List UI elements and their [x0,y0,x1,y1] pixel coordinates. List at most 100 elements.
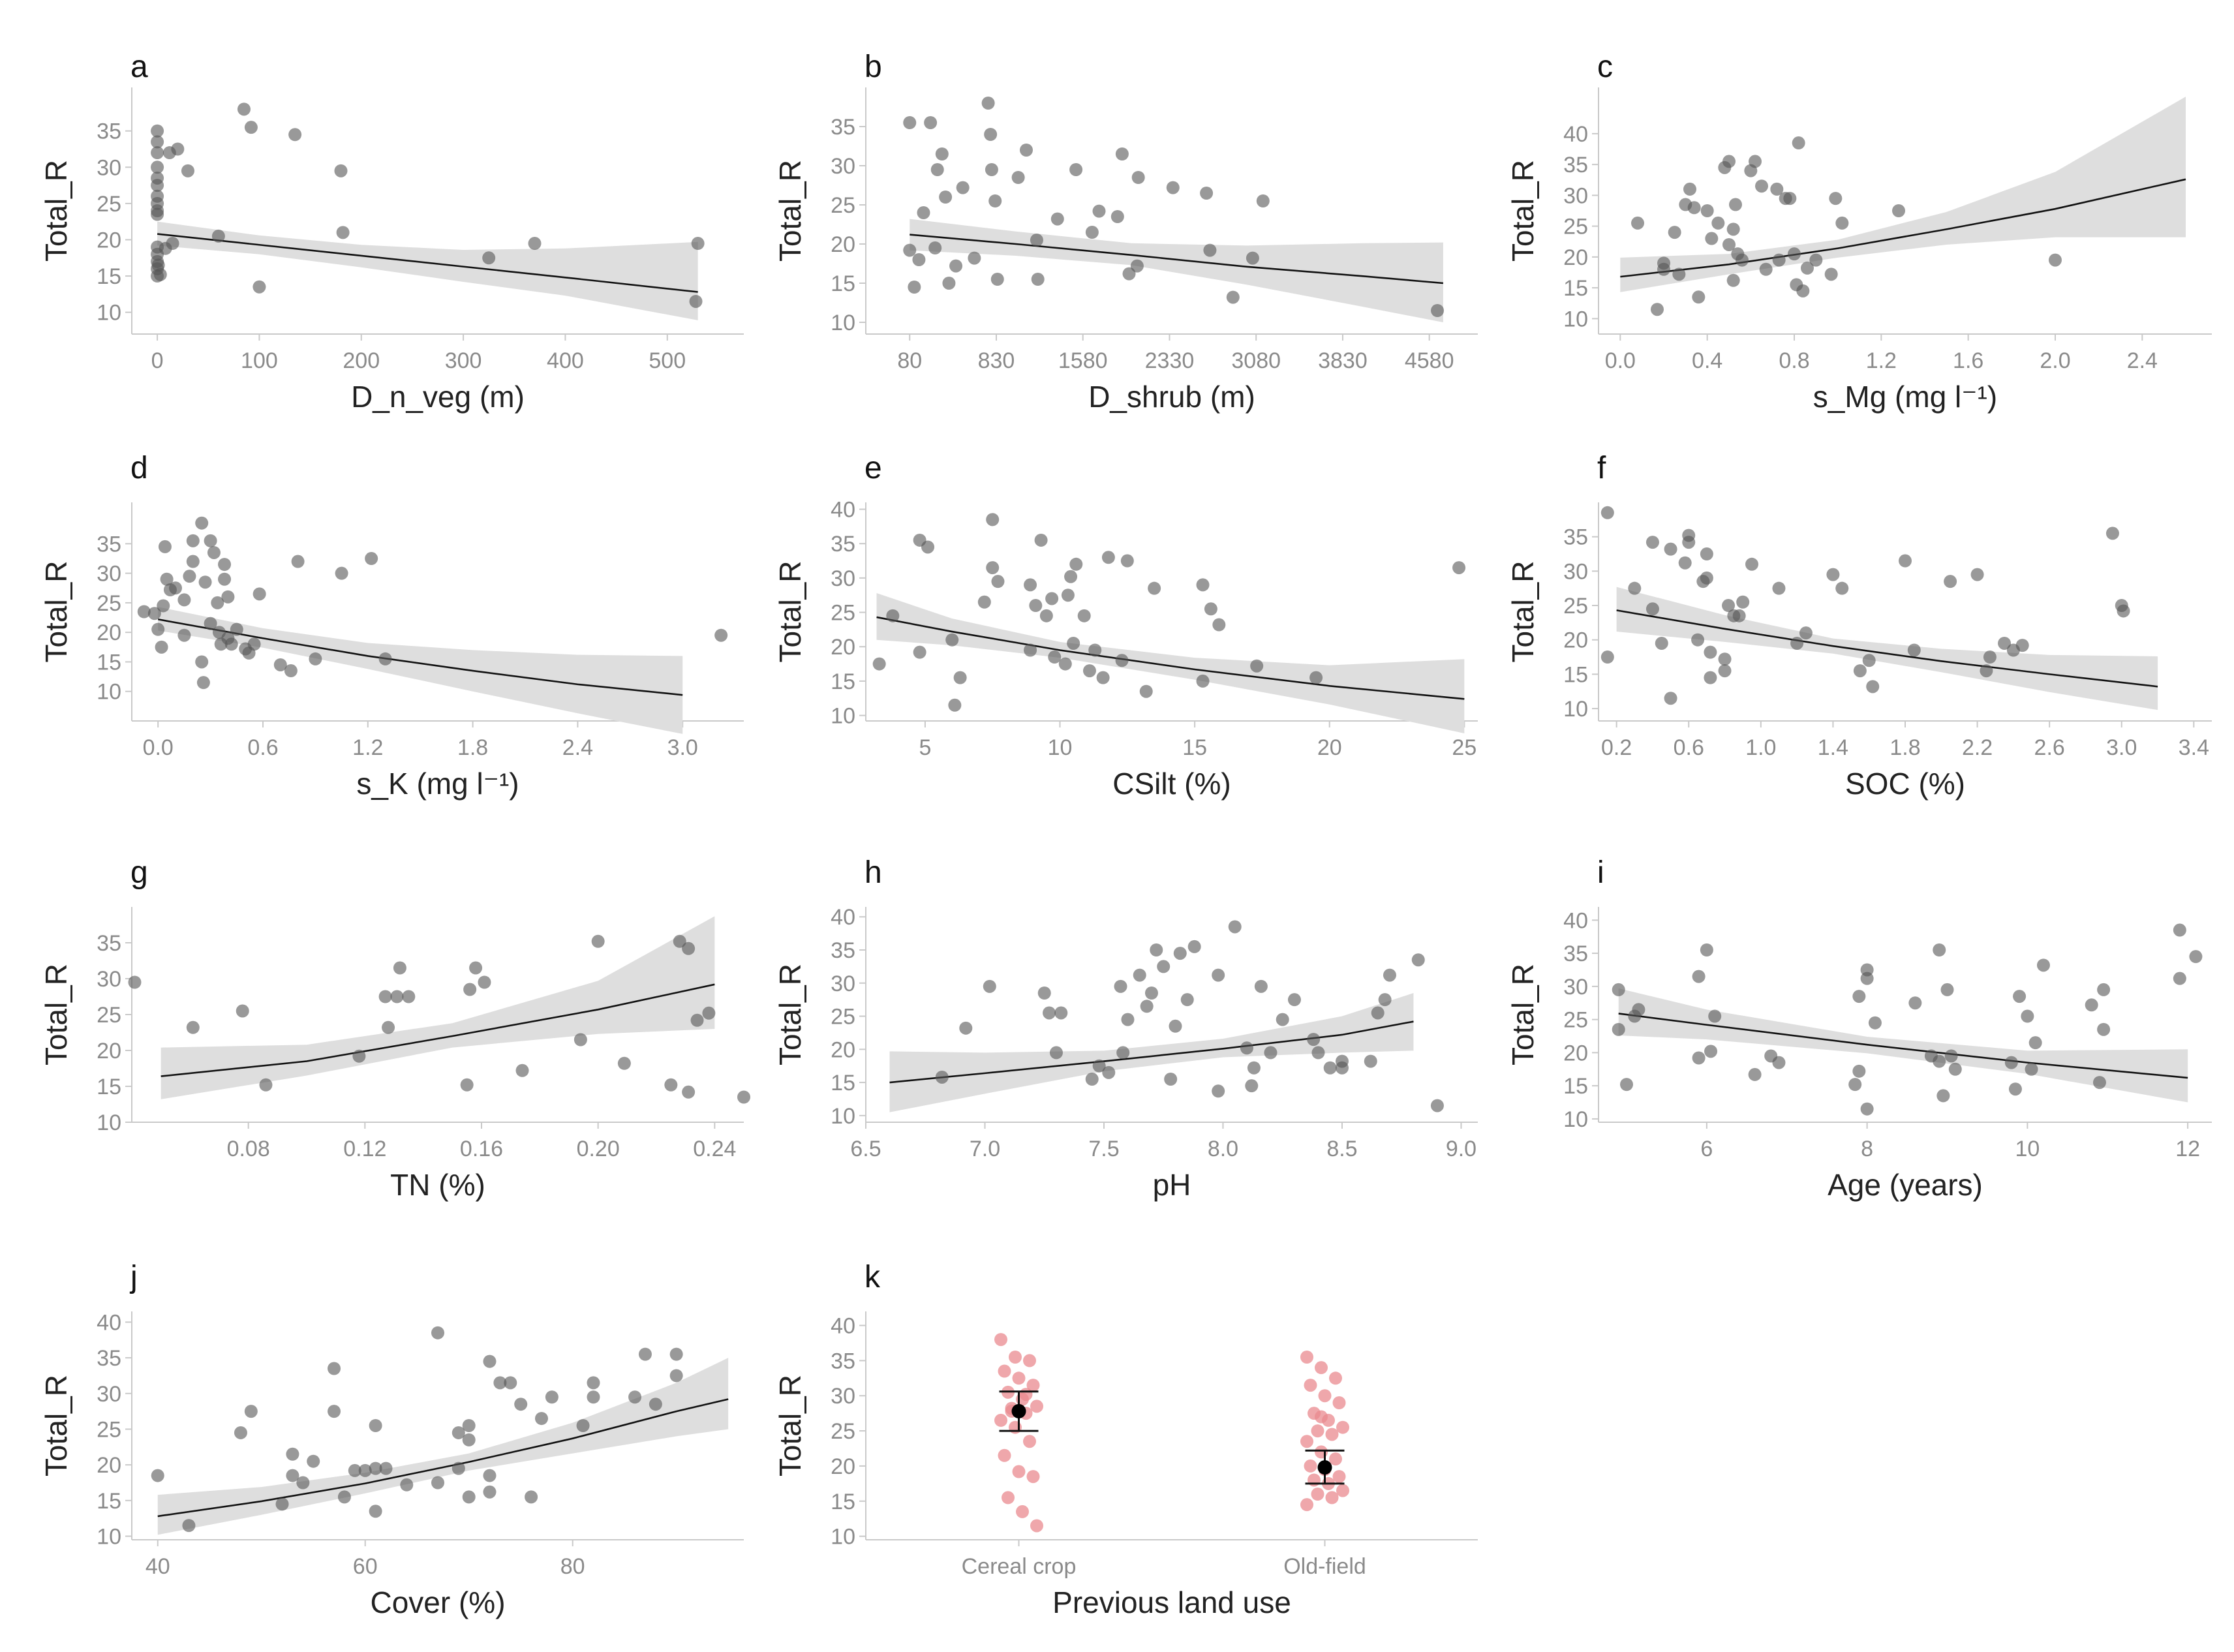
data-point [244,1405,258,1418]
data-point [1300,1498,1313,1512]
data-point [994,1333,1007,1347]
y-axis-title: Total_R [1506,160,1540,262]
x-tick-label: 20 [1317,735,1342,760]
data-point [151,1469,164,1482]
data-point [1336,1420,1349,1434]
data-point [336,226,350,239]
data-point [1037,987,1051,1000]
data-point [1722,237,1736,251]
x-tick-label: 0.0 [1605,348,1636,373]
y-tick-label: 40 [1563,122,1588,147]
x-tick-label: 6 [1700,1137,1713,1161]
y-axis-title: Total_R [773,561,807,663]
data-point [1692,290,1706,304]
x-tick-label: 830 [978,348,1015,373]
data-point [1067,636,1080,650]
data-point [1809,253,1823,267]
y-axis-title: Total_R [1506,561,1540,663]
data-point [1940,983,1954,996]
confidence-band [1616,587,2158,711]
data-point [1140,1000,1154,1013]
y-tick-label: 15 [97,1489,121,1514]
data-point [903,243,917,257]
data-point [151,622,165,636]
x-tick-label: 1.2 [1866,348,1897,373]
x-tick-label: 40 [145,1554,170,1579]
fit-line [1620,178,2186,278]
data-point [234,1426,247,1439]
data-point [463,983,477,996]
data-point [1101,551,1115,564]
data-point [1029,599,1043,613]
y-tick-label: 40 [831,905,855,930]
y-tick-label: 15 [831,1071,855,1095]
data-point [903,116,917,129]
data-point [1196,578,1210,592]
data-point [451,1461,465,1475]
data-point [244,121,258,134]
y-tick-label: 35 [831,532,855,557]
y-tick-label: 10 [97,1525,121,1550]
data-point [1150,943,1163,956]
data-point [337,1490,351,1504]
data-point [1933,943,1946,956]
fit-line [157,618,683,696]
data-point [591,934,605,948]
y-tick-label: 20 [1563,628,1588,653]
data-point [1683,182,1696,196]
x-tick-label: 0.08 [227,1137,270,1161]
data-point [986,513,1000,527]
data-point [1852,1064,1866,1078]
data-point [462,1490,476,1504]
data-point [462,1433,476,1446]
data-point [211,596,224,609]
data-point [985,163,998,176]
data-point [2173,971,2186,985]
data-point [1064,570,1078,583]
y-axis-title: Total_R [39,964,73,1065]
data-point [968,251,981,265]
data-point [1332,1470,1346,1484]
panel-label: b [865,50,882,84]
data-point [378,652,392,665]
data-point [160,572,174,586]
data-point [1164,1073,1178,1086]
x-tick-label: 1.6 [1953,348,1983,373]
y-tick-label: 25 [831,1419,855,1444]
data-point [1325,1491,1339,1505]
x-axis-title: D_n_veg (m) [351,380,525,414]
x-tick-label: 3.0 [667,735,698,760]
data-point [482,251,496,265]
data-point [1024,578,1037,592]
x-tick-label: 15 [1182,735,1207,760]
data-point [981,97,995,110]
data-point [169,581,182,595]
y-tick-label: 25 [831,193,855,218]
data-point [1736,253,1749,267]
y-tick-label: 20 [97,620,121,645]
y-axis-title: Total_R [773,160,807,262]
panel-label: e [865,451,882,485]
x-axis-title: s_K (mg l⁻¹) [356,767,519,801]
data-point [1311,1046,1325,1060]
data-point [691,237,705,251]
data-point [1600,506,1614,519]
data-point [515,1063,529,1077]
y-tick-label: 35 [97,532,121,557]
fit-line [157,233,698,293]
data-point [379,1461,393,1475]
data-point [953,671,967,684]
data-point [151,124,164,138]
panel-label: g [130,855,148,890]
data-point [1826,568,1840,581]
x-axis-title: Age (years) [1828,1168,1983,1202]
data-point [1030,1400,1043,1413]
x-tick-label: 8.5 [1326,1137,1357,1161]
data-point [1678,556,1692,570]
data-point [1002,1491,1015,1505]
fit-line [161,983,715,1077]
y-axis-title: Total_R [39,1375,73,1476]
data-point [986,561,1000,575]
panel-label: k [865,1260,881,1294]
